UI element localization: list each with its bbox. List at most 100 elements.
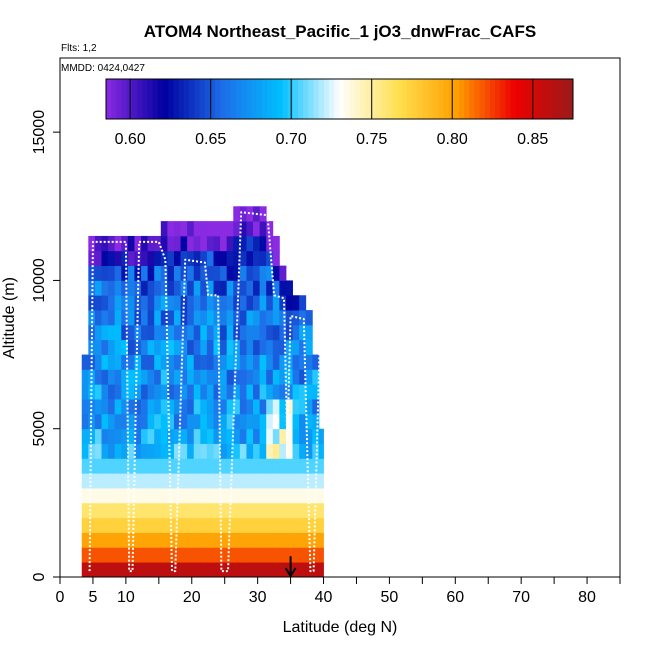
curtain-cell xyxy=(259,488,267,504)
curtain-cell xyxy=(173,443,181,459)
curtain-cell xyxy=(246,206,254,222)
curtain-cell xyxy=(279,384,287,400)
curtain-cell xyxy=(239,458,247,474)
curtain-cell xyxy=(147,250,155,266)
curtain-cell xyxy=(147,517,155,533)
curtain-cell xyxy=(213,458,221,474)
colorbar-segment xyxy=(489,79,496,119)
curtain-cell xyxy=(94,310,102,326)
curtain-cell xyxy=(94,428,102,444)
curtain-cell xyxy=(239,324,247,341)
colorbar-tick-label: 0.80 xyxy=(437,131,468,148)
curtain-cell xyxy=(167,339,175,355)
curtain-cell xyxy=(299,473,307,489)
curtain-cell xyxy=(246,339,254,355)
x-tick-label: 50 xyxy=(381,589,399,606)
curtain-cell xyxy=(193,310,201,326)
curtain-cell xyxy=(279,488,287,504)
curtain-cell xyxy=(200,324,208,341)
curtain-cell xyxy=(206,339,214,355)
curtain-cell xyxy=(147,369,155,385)
curtain-cell xyxy=(292,324,300,341)
curtain-cell xyxy=(193,265,201,281)
colorbar-segment xyxy=(479,79,486,119)
curtain-cell xyxy=(101,250,109,266)
curtain-cell xyxy=(101,399,109,415)
curtain-cell xyxy=(213,250,221,266)
curtain-cell xyxy=(134,413,142,430)
curtain-cell xyxy=(141,310,149,326)
curtain-cell xyxy=(279,517,287,533)
curtain-cell xyxy=(266,547,274,563)
curtain-cell xyxy=(239,547,247,563)
curtain-cell xyxy=(180,532,188,548)
curtain-cell xyxy=(285,295,293,311)
colorbar-segment xyxy=(116,79,123,119)
curtain-cell xyxy=(108,235,116,252)
curtain-cell xyxy=(206,562,214,578)
curtain-cell xyxy=(108,547,116,563)
curtain-cell xyxy=(305,473,313,489)
curtain-cell xyxy=(226,428,234,444)
curtain-cell xyxy=(233,413,241,430)
colorbar-segment xyxy=(355,79,361,119)
curtain-cell xyxy=(167,488,175,504)
curtain-cell xyxy=(305,354,313,370)
curtain-cell xyxy=(127,384,135,400)
colorbar-segment xyxy=(495,79,501,119)
curtain-cell xyxy=(292,295,300,311)
curtain-cell xyxy=(108,399,116,415)
curtain-cell xyxy=(253,413,261,430)
curtain-cell xyxy=(127,310,135,326)
curtain-cell xyxy=(226,458,234,474)
curtain-cell xyxy=(292,428,300,444)
curtain-cell xyxy=(81,517,89,533)
curtain-cell xyxy=(226,562,234,578)
curtain-cell xyxy=(160,502,168,519)
curtain-cell xyxy=(81,399,89,415)
curtain-cell xyxy=(220,310,228,326)
curtain-cell xyxy=(299,562,307,578)
curtain-cell xyxy=(220,473,228,489)
colorbar-segment xyxy=(505,79,512,119)
curtain-cell xyxy=(272,458,280,474)
curtain-cell xyxy=(101,502,109,519)
curtain-cell xyxy=(239,488,247,504)
colorbar-segment xyxy=(225,79,232,119)
curtain-cell xyxy=(246,413,254,430)
curtain-cell xyxy=(88,369,96,385)
curtain-cell xyxy=(121,250,129,266)
curtain-cell xyxy=(108,295,116,311)
plot-frame xyxy=(59,57,621,578)
curtain-cell xyxy=(167,265,175,281)
curtain-cell xyxy=(206,221,214,237)
curtain-cell xyxy=(81,369,89,385)
curtain-cell xyxy=(193,413,201,430)
curtain-cell xyxy=(285,458,293,474)
curtain-cell xyxy=(285,280,293,296)
curtain-cell xyxy=(220,324,228,341)
curtain-cell xyxy=(226,532,234,548)
curtain-cell xyxy=(187,369,195,385)
curtain-cell xyxy=(187,517,195,533)
curtain-cell xyxy=(141,443,149,459)
y-tick-label: 0 xyxy=(31,572,48,581)
curtain-cell xyxy=(160,562,168,578)
curtain-cell xyxy=(226,295,234,311)
curtain-cell xyxy=(180,428,188,444)
curtain-cell xyxy=(101,547,109,563)
curtain-cell xyxy=(272,384,280,400)
curtain-cell xyxy=(259,235,267,252)
curtain-cell xyxy=(233,399,241,415)
colorbar-segment xyxy=(427,79,434,119)
curtain-cell xyxy=(134,488,142,504)
curtain-cell xyxy=(292,502,300,519)
curtain-cell xyxy=(180,384,188,400)
curtain-cell xyxy=(220,280,228,296)
curtain-cell xyxy=(141,458,149,474)
curtain-cell xyxy=(127,235,135,252)
curtain-cell xyxy=(200,473,208,489)
curtain-cell xyxy=(272,413,280,430)
curtain-cell xyxy=(239,384,247,400)
curtain-cell xyxy=(253,310,261,326)
